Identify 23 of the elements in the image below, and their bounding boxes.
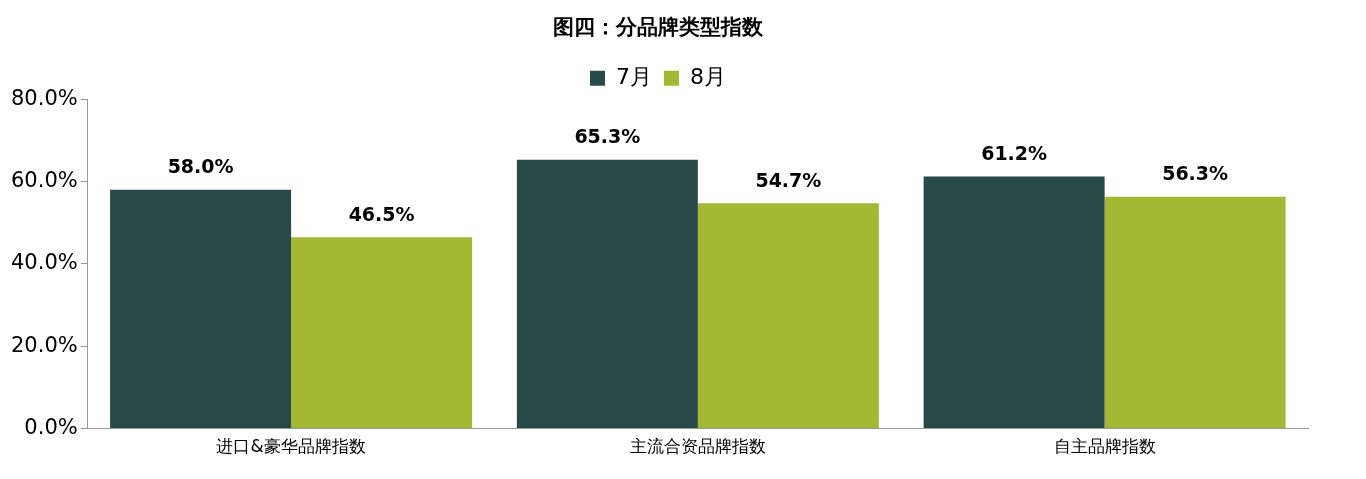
- bar: [110, 189, 292, 429]
- y-tick-label: 60.0%: [10, 168, 78, 192]
- data-label: 61.2%: [981, 142, 1048, 165]
- bar: [697, 203, 879, 429]
- y-tick-label: 20.0%: [10, 332, 78, 357]
- data-label: 54.7%: [755, 168, 822, 191]
- chart-title: 图四：分品牌类型指数: [553, 15, 764, 40]
- y-tick-label: 0.0%: [24, 415, 78, 440]
- legend-label: 8月: [690, 63, 726, 89]
- x-tick-label: 主流合资品牌指数: [629, 436, 766, 457]
- bar: [1104, 196, 1286, 429]
- data-label: 56.3%: [1162, 162, 1229, 185]
- data-label: 65.3%: [574, 125, 641, 148]
- data-label: 46.5%: [348, 202, 415, 225]
- y-tick-label: 40.0%: [10, 250, 78, 275]
- legend-label: 7月: [616, 63, 652, 89]
- bar: [516, 159, 698, 429]
- x-tick-label: 自主品牌指数: [1053, 436, 1156, 457]
- data-label: 58.0%: [167, 155, 234, 178]
- y-tick-label: 80.0%: [10, 85, 78, 110]
- bar: [923, 176, 1105, 429]
- x-tick-label: 进口&豪华品牌指数: [216, 436, 366, 457]
- bar: [291, 237, 473, 429]
